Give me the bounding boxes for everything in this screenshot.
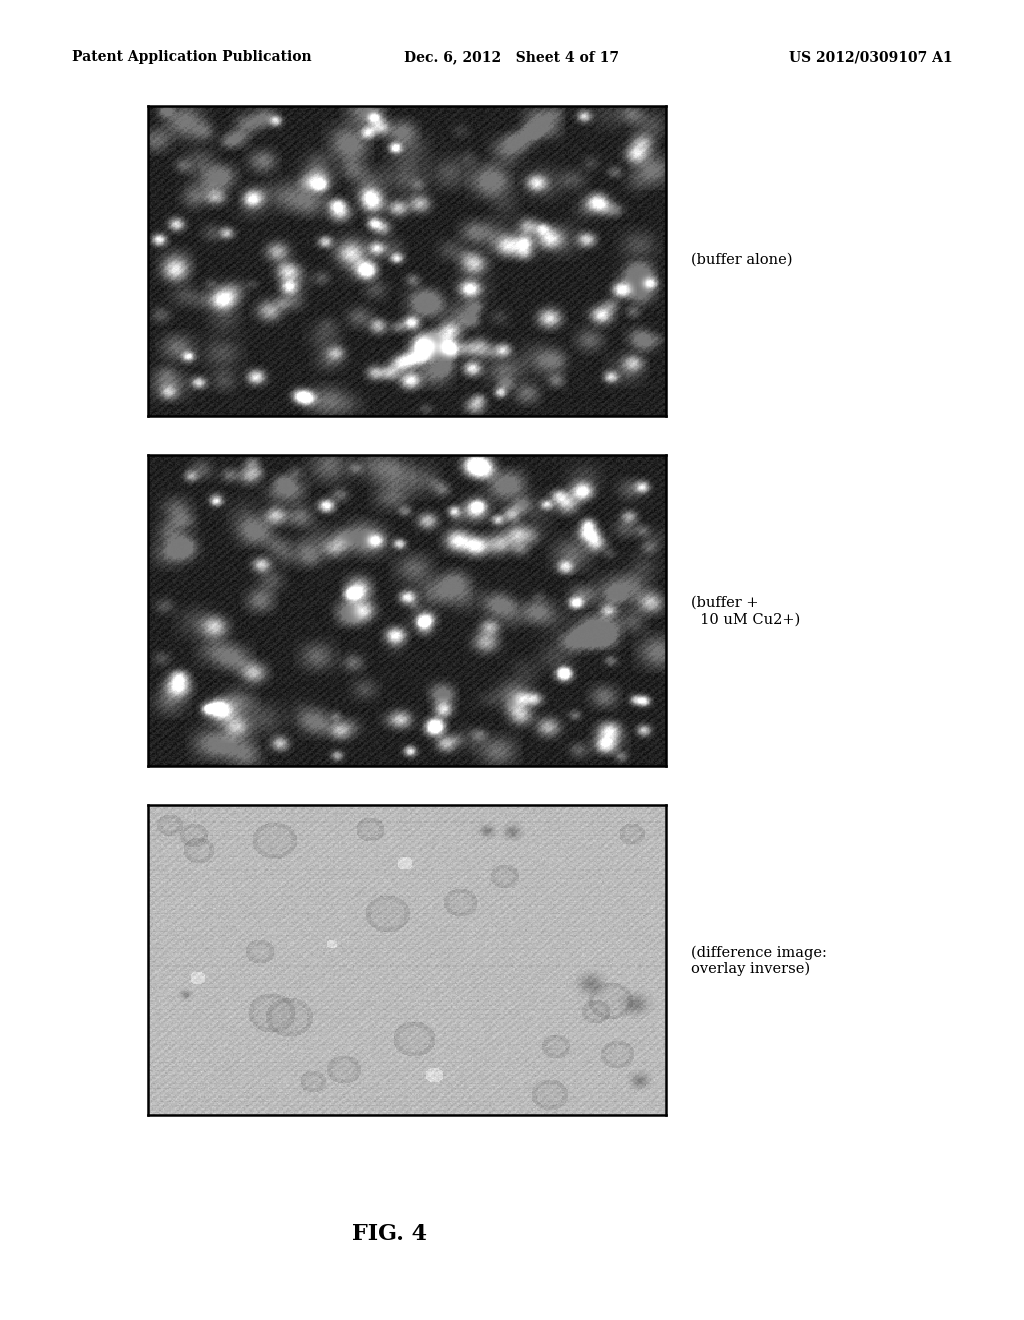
Text: (difference image:
overlay inverse): (difference image: overlay inverse)	[691, 945, 827, 977]
Text: FIG. 4: FIG. 4	[351, 1224, 427, 1245]
Text: Patent Application Publication: Patent Application Publication	[72, 50, 311, 65]
Text: (buffer alone): (buffer alone)	[691, 253, 793, 267]
Text: (buffer +
  10 uM Cu2+): (buffer + 10 uM Cu2+)	[691, 597, 801, 626]
Text: US 2012/0309107 A1: US 2012/0309107 A1	[788, 50, 952, 65]
Text: Dec. 6, 2012   Sheet 4 of 17: Dec. 6, 2012 Sheet 4 of 17	[404, 50, 620, 65]
